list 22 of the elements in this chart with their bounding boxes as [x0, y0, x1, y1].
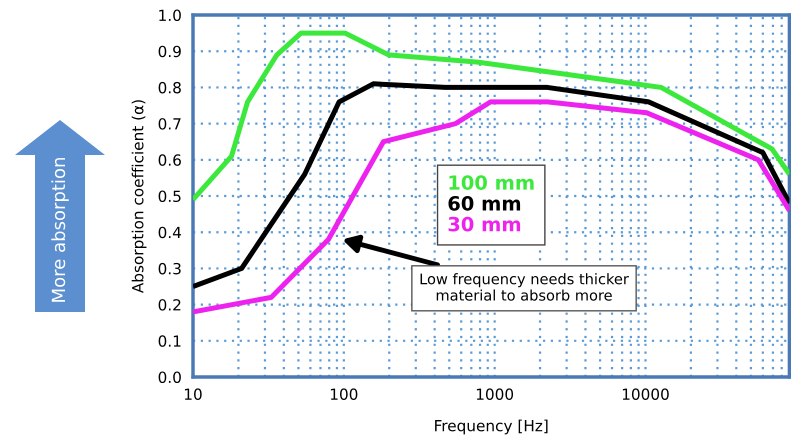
y-tick-label: 0.0: [158, 371, 181, 384]
annotation: Low frequency needs thicker material to absorb more: [420, 273, 629, 301]
y-tick-label: 0.3: [158, 262, 181, 274]
y-tick-label: 0.9: [158, 46, 181, 58]
x-tick-label: 1000: [476, 388, 514, 400]
x-tick-label: 10000: [622, 388, 669, 400]
y-tick-label: 0.7: [158, 118, 181, 130]
y-tick-label: 0.5: [158, 190, 181, 202]
text: 60 mm: [448, 196, 520, 211]
text: 100 mm: [449, 175, 534, 190]
text: More absorption: [51, 158, 69, 302]
y-axis-title: Absorption coefficient (α): [132, 100, 146, 294]
x-tick-label: 100: [330, 388, 358, 400]
y-tick-label: 0.8: [158, 82, 181, 94]
y-tick-label: 0.1: [158, 335, 180, 347]
y-tick-label: 0.6: [158, 154, 181, 166]
y-tick-label: 1.0: [159, 9, 181, 22]
x-axis-title: Frequency [Hz]: [435, 420, 548, 434]
text: 30 mm: [448, 216, 520, 232]
y-tick-label: 0.4: [158, 226, 182, 238]
x-tick-label: 10: [184, 388, 202, 400]
y-tick-label: 0.2: [158, 299, 180, 311]
